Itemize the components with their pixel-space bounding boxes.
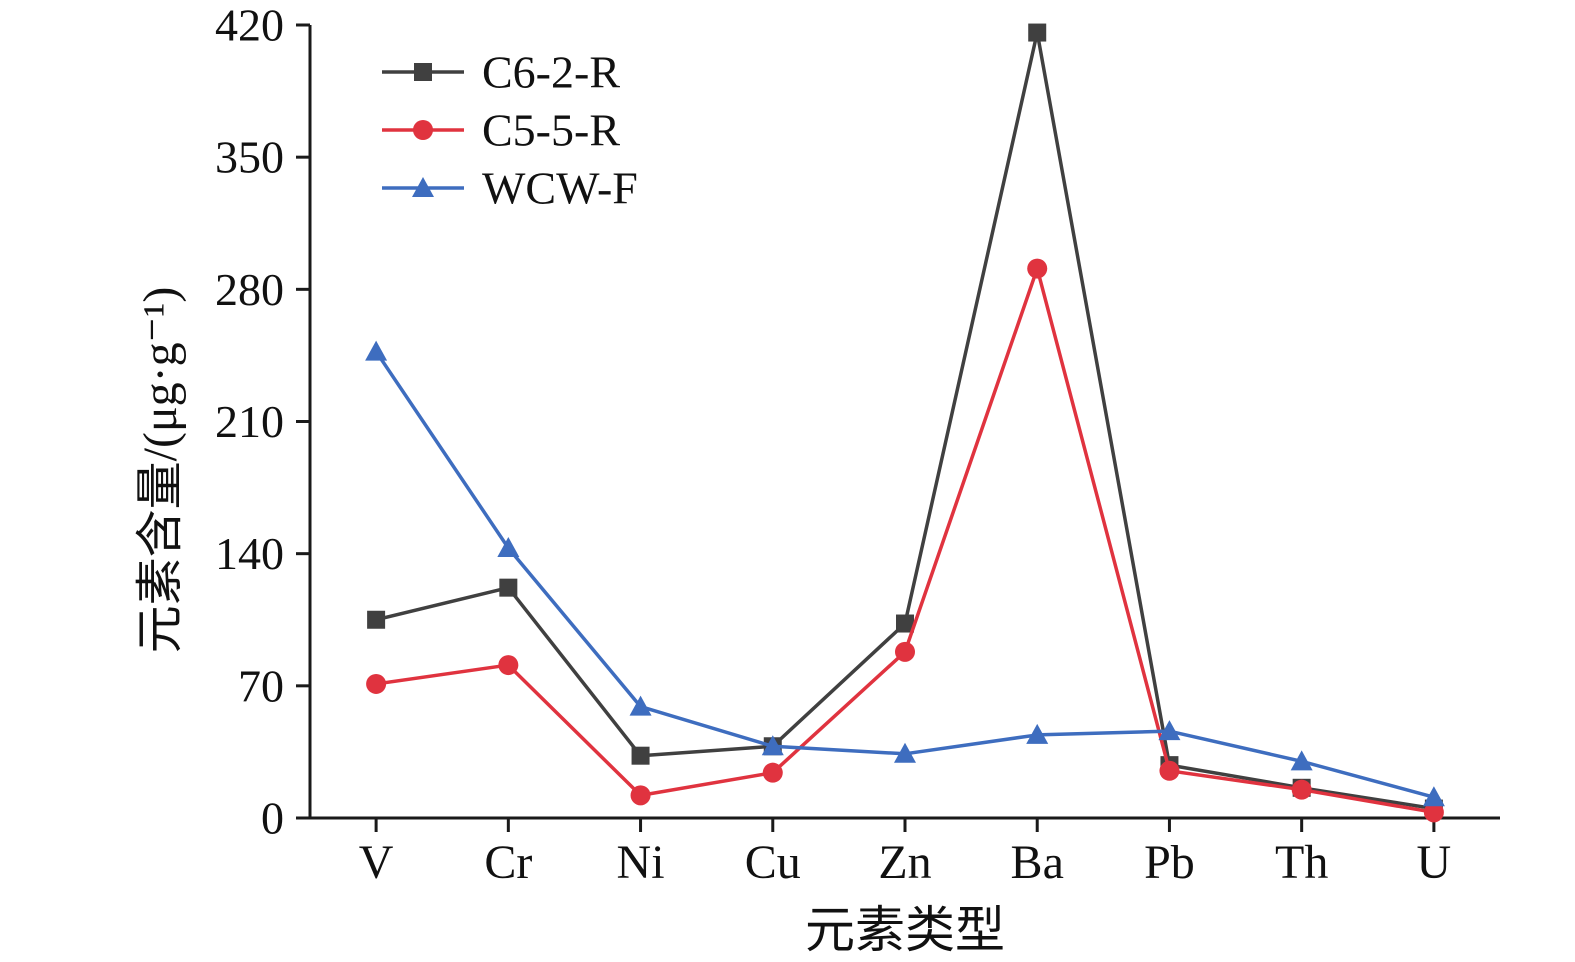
triangle-marker — [629, 695, 652, 716]
circle-marker — [498, 655, 519, 676]
y-tick-label: 210 — [215, 396, 284, 447]
y-tick-label: 280 — [215, 264, 284, 315]
x-tick-label: U — [1417, 836, 1452, 889]
triangle-marker — [1158, 720, 1181, 741]
square-marker — [631, 746, 650, 765]
square-marker — [414, 63, 432, 81]
circle-marker — [1027, 258, 1048, 279]
triangle-marker — [1026, 723, 1049, 744]
x-tick-label: Cr — [484, 836, 532, 889]
triangle-marker — [1290, 750, 1313, 771]
square-marker — [1028, 23, 1047, 42]
square-marker — [367, 610, 386, 629]
circle-marker — [630, 785, 651, 806]
circle-marker — [1159, 760, 1180, 781]
legend-label: C6-2-R — [482, 47, 620, 98]
circle-marker — [762, 762, 783, 783]
x-tick-label: Th — [1275, 836, 1328, 889]
circle-marker — [413, 120, 433, 140]
y-tick-label: 420 — [215, 0, 284, 51]
circle-marker — [895, 641, 915, 662]
triangle-marker — [365, 340, 388, 361]
square-marker — [896, 614, 914, 633]
y-tick-label: 70 — [238, 660, 284, 711]
x-axis-title: 元素类型 — [805, 902, 1005, 958]
triangle-marker — [412, 177, 434, 197]
y-tick-label: 350 — [215, 132, 284, 183]
square-marker — [499, 578, 518, 597]
series-line-WCW-F — [374, 350, 1435, 799]
x-tick-label: Ni — [617, 836, 665, 889]
x-tick-label: Pb — [1144, 836, 1195, 889]
triangle-marker — [894, 742, 916, 763]
x-tick-label: Ba — [1011, 836, 1064, 889]
triangle-marker — [497, 537, 520, 558]
y-tick-label: 0 — [261, 793, 284, 844]
y-axis-title: 元素含量/(μg·g⁻¹) — [134, 286, 187, 654]
triangle-marker — [1422, 786, 1445, 807]
circle-marker — [366, 673, 387, 694]
triangle-marker — [761, 735, 784, 756]
circle-marker — [1423, 802, 1444, 823]
x-tick-label: V — [359, 836, 394, 889]
circle-marker — [1291, 779, 1312, 800]
y-tick-label: 140 — [215, 528, 284, 579]
legend-label: C5-5-R — [482, 105, 620, 156]
x-tick-label: Cu — [745, 836, 801, 889]
legend-label: WCW-F — [482, 163, 638, 214]
series-line-C5-5-R — [375, 266, 1435, 815]
x-tick-label: Zn — [878, 836, 931, 889]
